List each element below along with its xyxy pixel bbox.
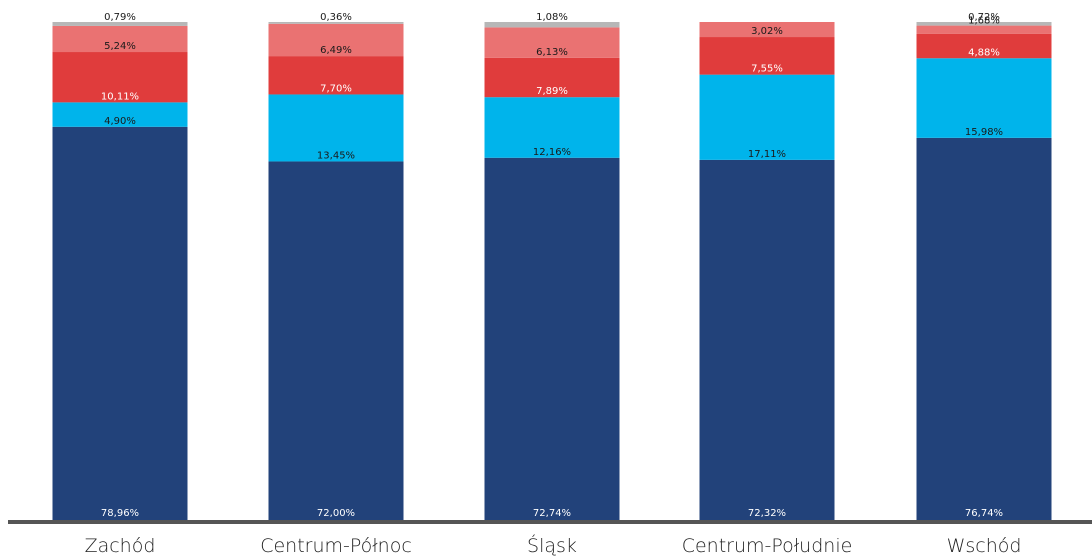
- value-label-3-5: 4,88%: [968, 47, 1000, 58]
- bar-segment-1-3: [484, 157, 620, 520]
- bar-segment-4-2: [268, 23, 404, 57]
- value-label-5-2: 0,36%: [320, 12, 352, 23]
- category-label-1: Zachód: [85, 535, 156, 557]
- bar-segment-4-5: [916, 25, 1052, 34]
- value-label-2-4: 17,11%: [748, 149, 786, 160]
- value-label-1-4: 72,32%: [748, 508, 786, 519]
- category-label-5: Wschód: [947, 535, 1022, 557]
- bar-segment-3-1: [52, 52, 188, 103]
- value-label-3-2: 7,70%: [320, 83, 352, 94]
- value-label-4-1: 5,24%: [104, 41, 136, 52]
- value-labels-layer: 78,96% 4,90% 10,11% 5,24% 0,79% 72,00% 13,45% 7…: [101, 12, 1003, 519]
- value-label-2-3: 12,16%: [533, 147, 571, 158]
- bar-segment-1-4: [699, 159, 835, 520]
- value-label-2-5: 15,98%: [965, 127, 1003, 138]
- value-label-2-1: 4,90%: [104, 116, 136, 127]
- bar-segment-4-3: [484, 27, 620, 58]
- value-label-4-5: 1,68%: [968, 16, 1000, 27]
- bar-segment-5-2: [268, 22, 404, 24]
- value-label-5-3: 1,08%: [536, 12, 568, 23]
- value-label-3-4: 7,55%: [751, 64, 783, 75]
- bar-segment-2-2: [268, 94, 404, 162]
- category-label-4: Centrum-Południe: [682, 535, 853, 557]
- bar-segment-2-5: [916, 58, 1052, 138]
- bar-segment-4-4: [699, 22, 835, 38]
- category-labels-layer: Zachód Centrum-Północ Śląsk Centrum-Południ…: [85, 533, 1022, 557]
- bar-segment-5-3: [484, 22, 620, 28]
- bar-segment-1-2: [268, 161, 404, 520]
- bar-segment-3-4: [699, 37, 835, 75]
- bar-segment-5-1: [52, 22, 188, 26]
- value-label-4-4: 3,02%: [751, 26, 783, 37]
- value-label-1-3: 72,74%: [533, 508, 571, 519]
- value-label-1-1: 78,96%: [101, 508, 139, 519]
- bar-segment-5-5: [916, 22, 1052, 26]
- value-label-1-5: 76,74%: [965, 508, 1003, 519]
- value-label-3-1: 10,11%: [101, 91, 139, 102]
- value-label-3-3: 7,89%: [536, 86, 568, 97]
- bar-segment-2-3: [484, 97, 620, 158]
- bar-segment-4-1: [52, 25, 188, 53]
- category-label-3: Śląsk: [527, 533, 577, 557]
- value-label-4-3: 6,13%: [536, 47, 568, 58]
- value-label-5-5: 0,72%: [968, 12, 1000, 23]
- bar-segment-3-2: [268, 56, 404, 95]
- bar-segment-3-3: [484, 57, 620, 98]
- value-label-5-1: 0,79%: [104, 12, 136, 23]
- bar-segment-1-1: [52, 126, 188, 520]
- category-label-2: Centrum-Północ: [260, 535, 412, 557]
- bar-segment-2-1: [52, 102, 188, 127]
- bar-segment-1-5: [916, 137, 1052, 521]
- value-label-2-2: 13,45%: [317, 150, 355, 161]
- bars-layer: [52, 22, 1052, 521]
- value-label-4-2: 6,49%: [320, 45, 352, 56]
- bar-segment-3-5: [916, 33, 1052, 59]
- bar-segment-2-4: [699, 74, 835, 160]
- value-label-1-2: 72,00%: [317, 508, 355, 519]
